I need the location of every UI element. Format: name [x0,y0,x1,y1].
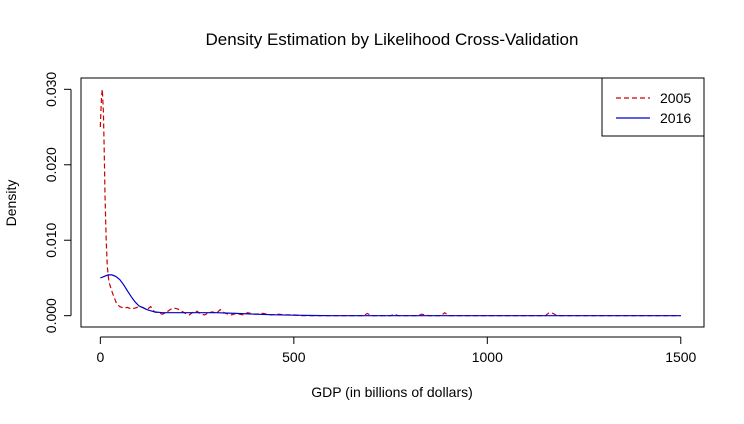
legend-label-2005: 2005 [660,90,691,106]
y-axis-label: Density [3,180,19,227]
x-axis-label: GDP (in billions of dollars) [311,384,473,400]
y-tick-label: 0.000 [43,298,59,333]
plot-frame [80,77,705,328]
x-tick-label: 1000 [472,349,503,365]
x-tick-label: 500 [282,349,306,365]
legend: 2005 2016 [601,77,705,137]
series-line-2005 [99,89,681,317]
legend-box [601,77,705,137]
y-axis: 0.000 0.010 0.020 0.030 [43,72,72,333]
series-lines [99,89,681,317]
legend-label-2016: 2016 [660,110,691,126]
x-axis: 0 500 1000 1500 [96,336,697,365]
plot-area [80,77,705,328]
chart-title: Density Estimation by Likelihood Cross-V… [206,30,579,49]
y-tick-label: 0.030 [43,72,59,107]
series-line-2016 [100,274,681,317]
y-tick-label: 0.020 [43,147,59,182]
y-tick-label: 0.010 [43,223,59,258]
x-tick-label: 0 [96,349,104,365]
x-tick-label: 1500 [665,349,696,365]
